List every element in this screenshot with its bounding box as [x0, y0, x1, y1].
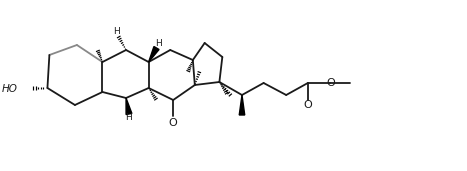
Polygon shape [149, 47, 159, 62]
Text: HO: HO [2, 84, 18, 94]
Text: H: H [126, 114, 132, 122]
Text: H: H [155, 40, 162, 49]
Text: O: O [326, 78, 335, 88]
Polygon shape [239, 95, 245, 115]
Text: H: H [113, 28, 120, 36]
Text: O: O [169, 118, 177, 128]
Polygon shape [126, 98, 132, 115]
Text: O: O [304, 100, 312, 110]
